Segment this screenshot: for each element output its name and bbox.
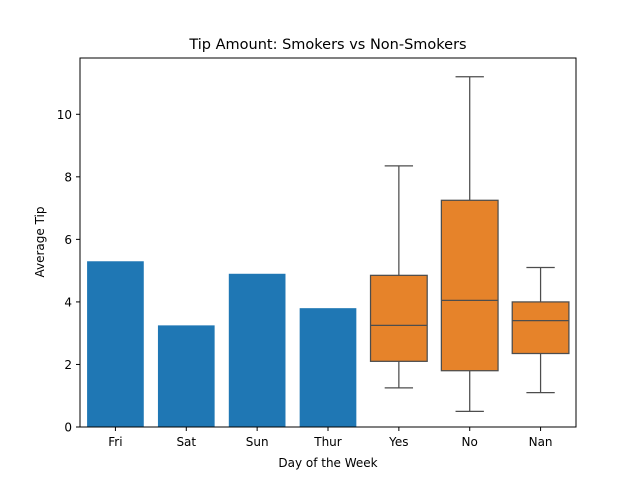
bar-sat [157, 325, 215, 427]
x-tick-label-sun: Sun [246, 435, 269, 449]
boxplot-no [440, 76, 499, 412]
y-tick-label-8: 8 [64, 170, 72, 184]
y-tick-label-6: 6 [64, 233, 72, 247]
box-no [440, 199, 499, 372]
x-tick-label-no: No [462, 435, 478, 449]
x-tick-label-thur: Thur [313, 435, 342, 449]
x-tick-label-fri: Fri [108, 435, 122, 449]
plot-marks [87, 76, 570, 427]
y-axis-label: Average Tip [33, 206, 47, 277]
y-tick-label-2: 2 [64, 358, 72, 372]
x-axis-label: Day of the Week [278, 456, 377, 470]
boxplot-yes [369, 165, 428, 389]
boxplot-nan [511, 266, 570, 394]
y-tick-label-4: 4 [64, 295, 72, 309]
bar-sun [228, 273, 286, 427]
x-tick-label-yes: Yes [388, 435, 408, 449]
bar-fri [87, 261, 144, 427]
box-yes [369, 274, 428, 362]
plot-frame [79, 57, 577, 428]
x-tick-label-nan: Nan [529, 435, 553, 449]
bar-thur [299, 308, 357, 427]
y-tick-label-0: 0 [64, 421, 72, 435]
y-tick-label-10: 10 [57, 108, 72, 122]
x-tick-label-sat: Sat [176, 435, 196, 449]
y-axis-ticks: 0 2 4 6 8 10 [57, 108, 80, 435]
x-axis-ticks: Fri Sat Sun Thur Yes No Nan [108, 427, 553, 449]
chart-title: Tip Amount: Smokers vs Non-Smokers [188, 37, 466, 53]
box-nan [511, 301, 570, 355]
